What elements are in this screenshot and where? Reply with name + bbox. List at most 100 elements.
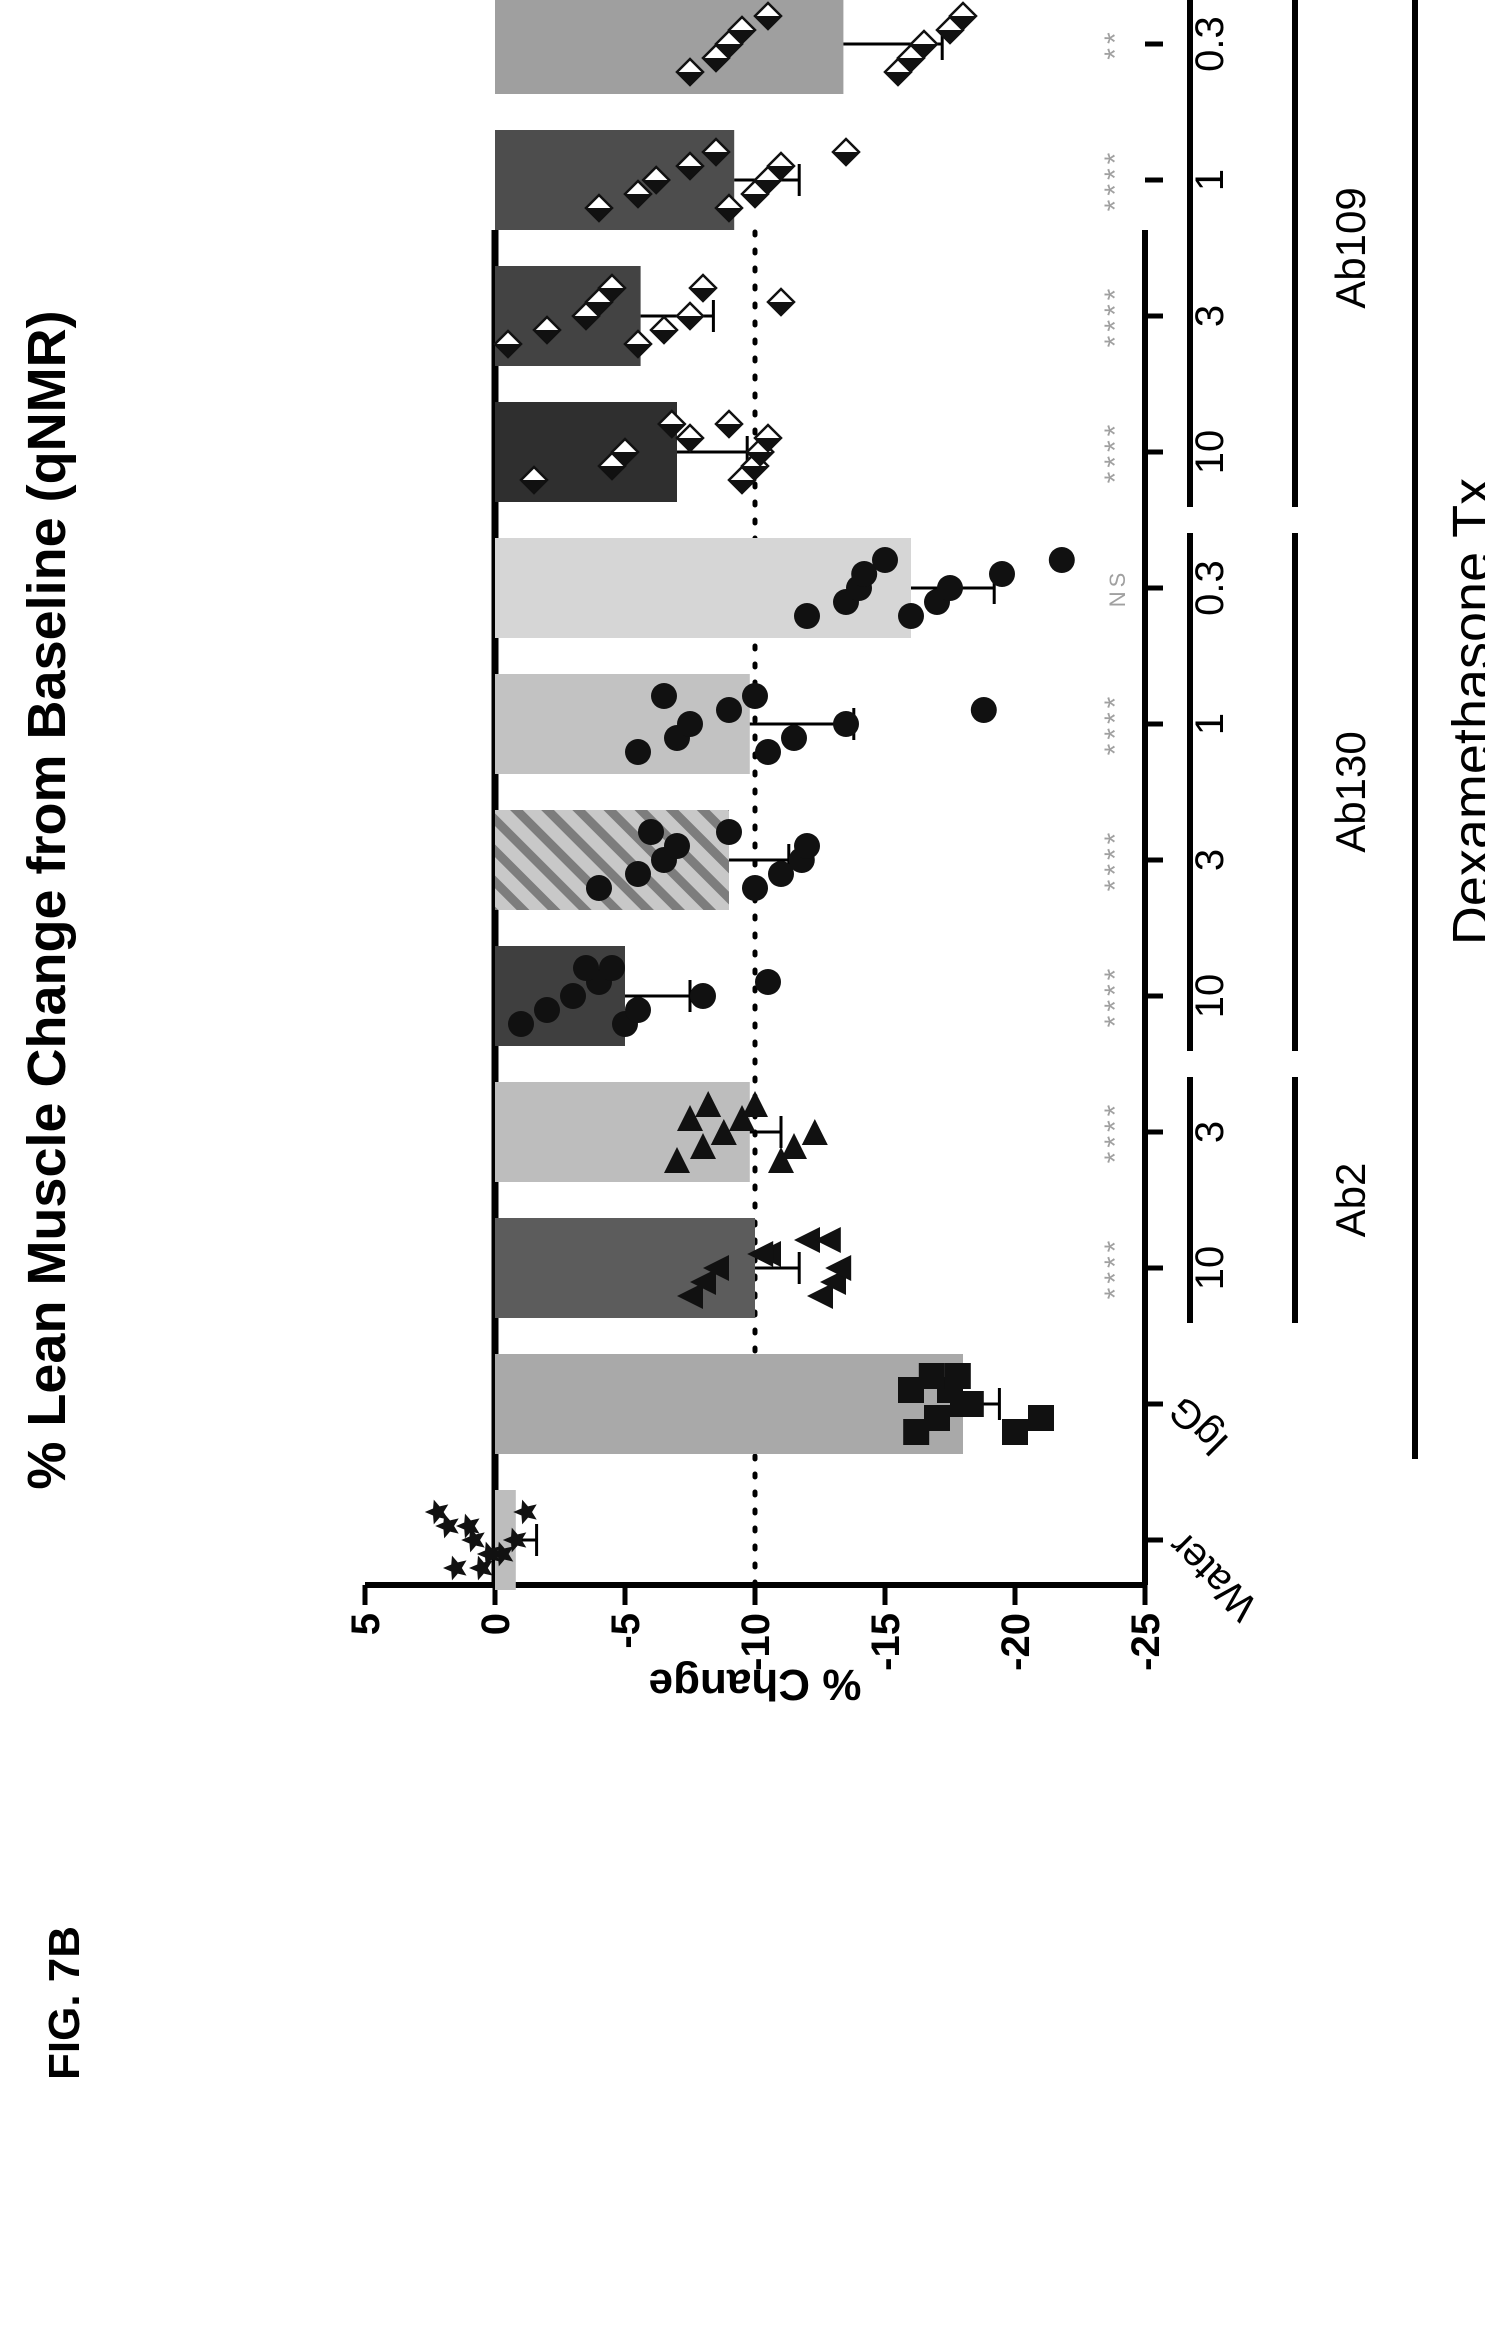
data-point (695, 1091, 722, 1117)
y-tick-label: -5 (604, 1613, 648, 1649)
chart-title: % Lean Muscle Change from Baseline (qNMR… (17, 310, 77, 1489)
data-point (1002, 1419, 1028, 1445)
significance-label: **** (1099, 965, 1132, 1028)
data-point-half (768, 166, 794, 179)
significance-label: ** (1099, 28, 1132, 59)
data-point (833, 711, 859, 737)
data-point-half (742, 466, 768, 479)
data-point-half (599, 288, 625, 301)
data-point (573, 955, 599, 981)
data-point (820, 1269, 846, 1295)
data-point-half (677, 166, 703, 179)
data-point (716, 697, 742, 723)
x-tick-label: 0.3 (1188, 560, 1232, 616)
data-point-half (586, 208, 612, 221)
data-point-half (742, 194, 768, 207)
bar-3 (495, 1082, 750, 1182)
data-point (918, 1363, 945, 1389)
y-tick-label: -10 (734, 1613, 778, 1671)
group-label: Ab130 (1327, 731, 1374, 852)
y-axis-label: % Change (649, 1660, 862, 1709)
data-point (950, 1391, 976, 1417)
significance-label: **** (1099, 1237, 1132, 1300)
data-point-half (677, 72, 703, 85)
data-point (801, 1119, 828, 1145)
x-tick-label: 0.3 (1188, 16, 1232, 72)
data-point (476, 1541, 501, 1567)
data-point (443, 1555, 467, 1581)
data-point-half (729, 30, 755, 43)
data-point (755, 969, 781, 995)
significance-label: **** (1099, 421, 1132, 484)
data-point-half (690, 288, 716, 301)
data-point-half (755, 16, 781, 29)
data-point (599, 955, 625, 981)
data-point (625, 997, 651, 1023)
data-point (898, 1377, 924, 1403)
y-tick-label: -20 (994, 1613, 1038, 1671)
data-point (807, 1283, 833, 1309)
data-point (424, 1499, 449, 1525)
data-point (937, 575, 963, 601)
data-point-half (768, 302, 794, 315)
bar-10 (495, 130, 735, 230)
y-tick-label: 0 (474, 1613, 518, 1635)
data-point (742, 1091, 768, 1117)
data-point (742, 683, 768, 709)
y-tick-label: -15 (864, 1613, 908, 1671)
data-point (690, 1133, 716, 1159)
x-tick-label: 10 (1188, 430, 1232, 475)
data-point (461, 1527, 485, 1553)
data-point (989, 561, 1015, 587)
data-point (677, 711, 703, 737)
data-point-half (716, 44, 742, 57)
y-tick-label: -25 (1124, 1613, 1168, 1671)
data-point (690, 983, 716, 1009)
data-point (924, 1405, 950, 1431)
data-point-half (833, 152, 859, 165)
data-point-half (911, 44, 937, 57)
data-point (825, 1255, 852, 1281)
data-point-half (716, 208, 742, 221)
data-point (794, 833, 820, 859)
data-point (710, 1119, 737, 1145)
data-point (970, 697, 997, 723)
data-point (677, 1283, 703, 1309)
data-point (768, 1147, 794, 1173)
bar-5 (495, 810, 729, 910)
significance-label: **** (1099, 829, 1132, 892)
x-tick-label: IgG (1160, 1388, 1237, 1465)
data-point-half (658, 424, 685, 437)
data-point-half (885, 72, 911, 85)
x-tick-label: 3 (1188, 849, 1232, 871)
data-point (768, 861, 794, 887)
x-tick-label: 3 (1188, 1121, 1232, 1143)
x-tick-label: 1 (1188, 169, 1232, 191)
data-point-half (586, 302, 612, 315)
data-point (781, 725, 807, 751)
data-point-half (521, 480, 547, 493)
data-point-half (716, 424, 742, 437)
data-point (781, 1133, 807, 1159)
data-point-half (612, 452, 638, 465)
data-point (664, 1147, 690, 1173)
data-point (703, 1255, 729, 1281)
data-point (508, 1011, 534, 1037)
data-point (513, 1499, 537, 1525)
significance-label: **** (1099, 693, 1132, 756)
data-point (747, 1241, 774, 1267)
data-point (872, 547, 898, 573)
data-point-half (625, 344, 651, 357)
data-point-half (898, 58, 924, 71)
treatment-label: Dexamethasone Tx (1442, 478, 1485, 945)
x-tick-label: Water (1160, 1524, 1266, 1630)
data-point (729, 1105, 755, 1131)
data-point (742, 875, 768, 901)
data-point (851, 561, 878, 587)
data-point (560, 983, 586, 1009)
data-point-half (677, 316, 703, 329)
data-point (1028, 1405, 1054, 1431)
group-label: Ab2 (1327, 1163, 1374, 1238)
data-point-half (599, 466, 625, 479)
data-point (794, 603, 820, 629)
